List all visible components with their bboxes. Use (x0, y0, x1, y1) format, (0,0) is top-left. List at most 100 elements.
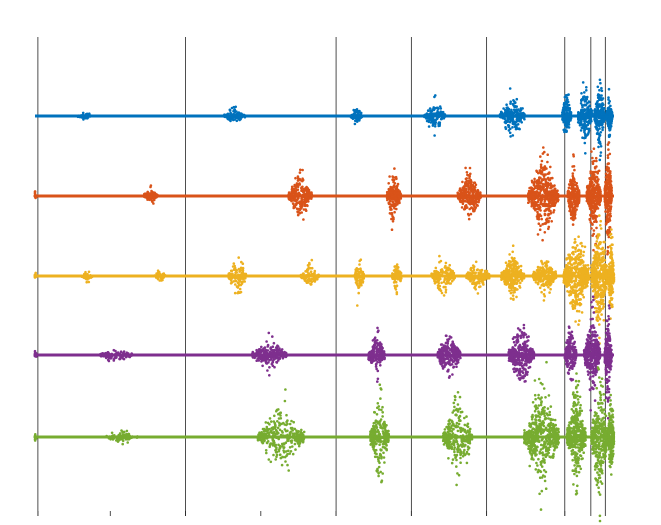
data-point (513, 125, 517, 129)
data-point (396, 182, 400, 186)
data-point (576, 200, 580, 203)
data-point (567, 107, 570, 110)
data-point (431, 112, 435, 115)
data-point (474, 260, 478, 264)
data-point (469, 279, 472, 283)
data-point (564, 124, 567, 128)
data-point (575, 204, 579, 207)
data-point (587, 201, 590, 205)
data-point (592, 183, 596, 186)
data-point (81, 111, 85, 115)
data-point (471, 277, 475, 281)
data-point (599, 154, 602, 157)
data-point (352, 114, 356, 117)
data-point (431, 122, 435, 126)
data-point (583, 109, 586, 113)
data-point (531, 195, 535, 198)
data-point (564, 129, 568, 133)
data-point (85, 112, 89, 116)
data-point (502, 277, 506, 281)
data-point (229, 111, 232, 115)
data-point (469, 172, 472, 176)
data-point (434, 266, 438, 270)
data-point (595, 165, 598, 168)
data-point (362, 274, 365, 277)
data-point (581, 81, 585, 84)
data-point (608, 226, 612, 229)
data-point (231, 265, 235, 268)
data-point (589, 208, 593, 212)
data-point (592, 147, 596, 150)
data-point (508, 87, 512, 90)
data-point (391, 274, 395, 278)
data-point (399, 279, 402, 283)
data-point (304, 187, 307, 190)
data-point (429, 109, 433, 113)
data-point (296, 188, 300, 191)
data-point (508, 268, 511, 272)
data-point (587, 194, 591, 198)
data-point (570, 181, 573, 184)
data-point (581, 136, 584, 139)
data-point (515, 120, 519, 123)
data-point (539, 181, 543, 185)
data-point (440, 291, 444, 295)
burst-4 (299, 258, 321, 286)
data-point (555, 197, 558, 200)
data-point (238, 287, 242, 291)
data-point (600, 94, 603, 97)
data-point (595, 201, 599, 204)
data-point (590, 214, 593, 217)
data-point (589, 170, 592, 173)
data-point (585, 86, 588, 89)
data-point (468, 176, 471, 180)
data-point (587, 127, 591, 131)
data-point (436, 278, 439, 281)
data-point (571, 223, 575, 226)
data-point (567, 190, 570, 193)
data-point (605, 216, 608, 219)
data-point (596, 183, 600, 186)
data-point (361, 270, 365, 274)
data-point (239, 283, 243, 287)
data-point (543, 231, 547, 234)
data-point (547, 203, 550, 207)
data-point (601, 108, 604, 112)
data-point (586, 106, 589, 110)
data-point (588, 198, 591, 201)
data-point (476, 292, 480, 295)
data-point (302, 208, 306, 211)
data-point (598, 98, 601, 102)
data-point (298, 171, 302, 174)
data-point (467, 181, 471, 185)
data-point (237, 256, 240, 259)
data-point (515, 295, 518, 299)
data-point (33, 194, 37, 198)
data-point (609, 122, 613, 125)
data-point (479, 285, 482, 288)
data-point (428, 107, 432, 110)
data-point (607, 204, 610, 207)
data-point (500, 274, 504, 277)
data-point (357, 291, 361, 295)
data-point (572, 182, 575, 186)
data-point (307, 200, 310, 203)
data-point (456, 193, 460, 197)
data-point (606, 252, 609, 256)
data-point (570, 191, 573, 194)
data-point (569, 201, 573, 205)
data-point (546, 186, 549, 189)
data-point (468, 166, 472, 170)
data-point (307, 275, 311, 278)
data-point (537, 222, 541, 225)
burst-2 (287, 168, 314, 221)
data-point (359, 112, 362, 115)
data-point (465, 171, 469, 174)
data-point (431, 274, 434, 278)
data-point (472, 274, 476, 278)
data-point (539, 155, 542, 158)
data-point (595, 188, 598, 192)
data-point (604, 198, 607, 201)
data-point (509, 260, 512, 264)
data-point (446, 276, 449, 279)
